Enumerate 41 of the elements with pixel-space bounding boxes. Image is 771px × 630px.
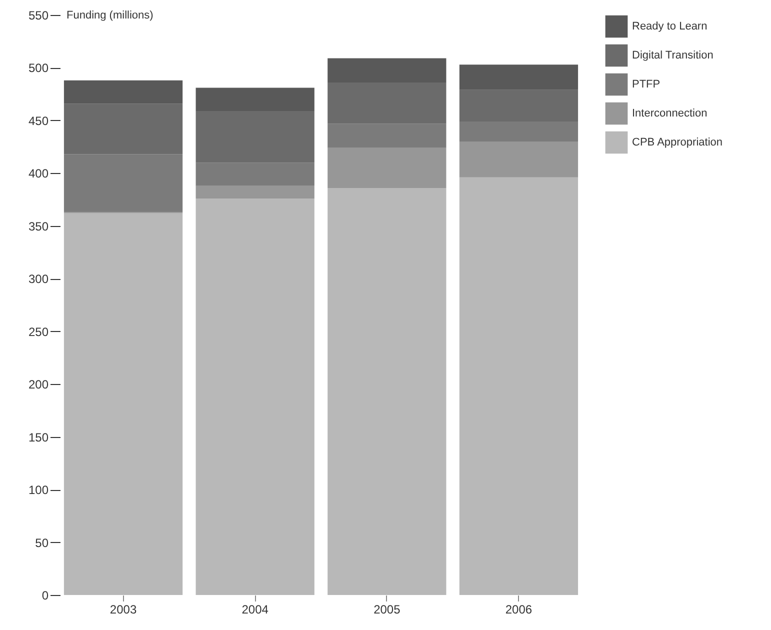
- bar: [196, 88, 314, 111]
- bar: [328, 188, 446, 595]
- y-tick-label: 0: [42, 588, 49, 602]
- legend-label: CPB Appropriation: [632, 136, 722, 148]
- y-tick-label: 500: [28, 61, 49, 76]
- y-tick-label: 50: [35, 536, 49, 550]
- bar: [196, 162, 314, 186]
- y-tick-label: 400: [28, 166, 49, 181]
- bar: [64, 104, 183, 154]
- y-tick-label: 100: [28, 483, 49, 498]
- bar: [459, 142, 578, 178]
- legend-label: PTFP: [632, 78, 660, 90]
- bar: [459, 122, 578, 142]
- bar: [196, 186, 314, 198]
- bar: [64, 213, 183, 595]
- y-tick-label: 250: [28, 324, 49, 339]
- bar: [328, 124, 446, 148]
- legend-label: Digital Transition: [632, 50, 714, 62]
- x-tick-label: 2003: [110, 602, 137, 616]
- bar: [328, 148, 446, 188]
- y-tick-label: 350: [28, 219, 49, 234]
- bar: [459, 177, 578, 595]
- y-axis-title: Funding (millions): [66, 10, 154, 22]
- x-tick-label: 2004: [242, 602, 269, 616]
- bar: [196, 198, 314, 595]
- bar: [64, 154, 183, 212]
- bar: [328, 58, 446, 82]
- bar: [196, 110, 314, 163]
- legend-label: Interconnection: [632, 108, 708, 120]
- bar: [64, 80, 183, 104]
- x-tick-label: 2005: [374, 602, 401, 616]
- bar: [328, 82, 446, 124]
- y-tick-label: 450: [28, 114, 49, 128]
- bar: [459, 90, 578, 122]
- y-tick-label: 150: [28, 430, 49, 444]
- legend-label: Ready to Learn: [632, 20, 708, 32]
- y-tick-label: 300: [28, 272, 49, 286]
- bar: [459, 64, 578, 90]
- y-tick-label: 550: [28, 8, 49, 22]
- x-tick-label: 2006: [505, 602, 532, 616]
- y-tick-label: 200: [28, 378, 49, 392]
